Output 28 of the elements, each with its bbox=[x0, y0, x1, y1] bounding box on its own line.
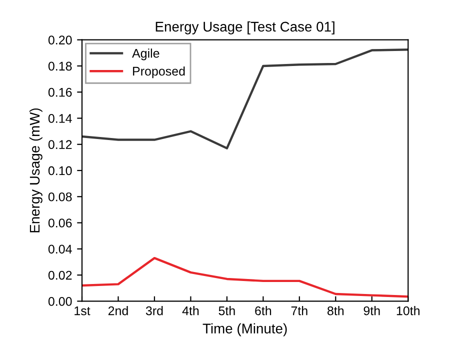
x-tick-label: 5th bbox=[218, 306, 235, 316]
x-tick-label: 7th bbox=[291, 306, 308, 316]
legend-label: Proposed bbox=[133, 66, 185, 78]
y-tick-label: 0.14 bbox=[48, 114, 72, 123]
y-tick-label: 0.02 bbox=[48, 270, 72, 280]
y-tick-label: 0.16 bbox=[48, 88, 72, 97]
y-tick-label: 0.20 bbox=[48, 36, 72, 44]
x-tick-label: 6th bbox=[255, 306, 272, 316]
y-axis-title: Energy Usage (mW) bbox=[29, 108, 42, 232]
x-axis-title: Time (Minute) bbox=[202, 323, 287, 336]
line-series bbox=[82, 48, 408, 150]
chart-title: Energy Usage [Test Case 01] bbox=[156, 21, 334, 34]
x-tick-label: 10th bbox=[396, 306, 420, 316]
y-tick-label: 0.04 bbox=[48, 244, 72, 254]
y-tick-label: 0.18 bbox=[48, 62, 72, 71]
x-tick-label: 4th bbox=[182, 306, 199, 316]
legend-label: Agile bbox=[132, 48, 160, 60]
y-tick-label: 0.08 bbox=[48, 192, 72, 202]
x-tick-label: 9th bbox=[364, 306, 380, 316]
x-tick-label: 8th bbox=[328, 306, 344, 316]
line-series bbox=[82, 256, 408, 298]
x-tick-label: 2nd bbox=[108, 306, 128, 316]
x-tick-label: 3rd bbox=[146, 306, 163, 316]
y-tick-label: 0.06 bbox=[48, 218, 72, 228]
y-tick-label: 0.10 bbox=[48, 166, 72, 176]
x-tick-label: 1st bbox=[74, 306, 90, 316]
y-tick-label: 0.00 bbox=[48, 296, 72, 306]
y-tick-label: 0.12 bbox=[48, 140, 72, 150]
